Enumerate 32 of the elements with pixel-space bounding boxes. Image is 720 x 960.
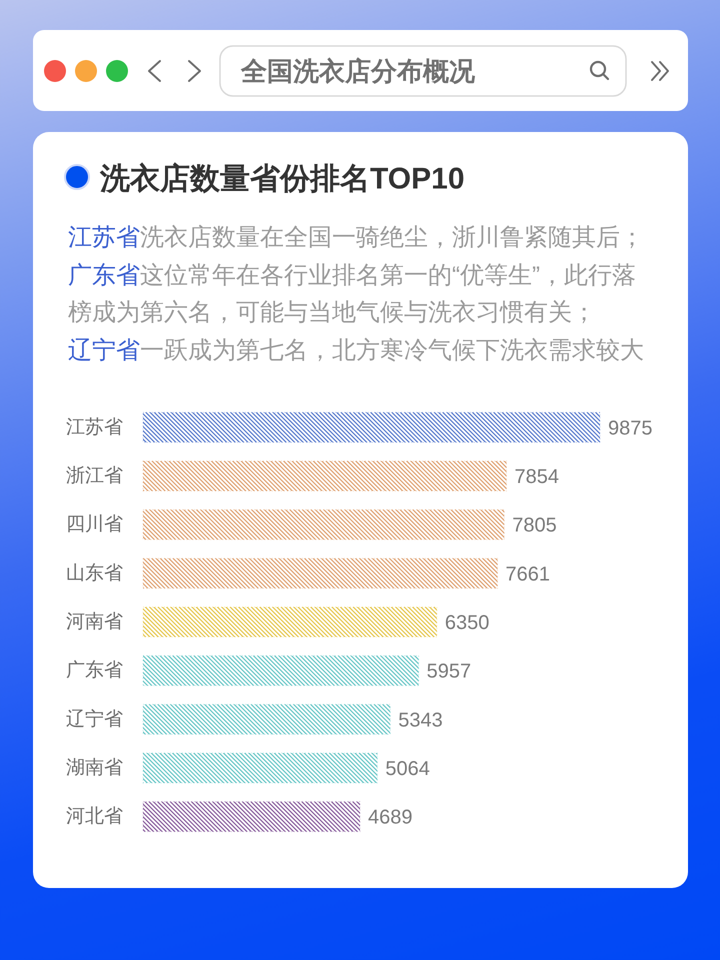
bar [142,655,420,686]
data-label: 5064 [385,758,430,780]
y-tick-label: 湖南省 [66,758,123,778]
data-label: 5957 [426,660,472,683]
chart-subtitle: 洗衣店数量省份排名TOP10 [99,162,464,196]
text: 江苏省洗衣店数量在全国一骑绝尘，浙川鲁紧随其后； [68,224,644,251]
text: 辽宁省一跃成为第七名，北方寒冷气候下洗衣需求较大 [68,336,644,364]
y-tick-label: 浙江省 [66,466,123,486]
bar [142,801,360,832]
y-tick-label: 山东省 [66,562,123,584]
data-label: 5343 [398,709,443,732]
bar [142,460,507,492]
bar [142,558,498,589]
bar [142,752,378,784]
bar [142,412,600,443]
data-label: 7661 [506,563,550,586]
y-tick-label: 辽宁省 [66,708,123,730]
chart-title: 全国洗衣店分布概况 [240,56,476,86]
data-label: 9875 [608,417,652,440]
bar [142,704,391,735]
data-label: 6350 [444,612,490,634]
y-tick-label: 广东省 [66,659,123,682]
data-label: 7854 [514,466,559,488]
y-tick-label: 四川省 [66,514,123,536]
data-label: 7805 [512,514,557,537]
text: 广东省这位常年在各行业排名第一的“优等生”，此行落榜成为第六名，可能与当地气候与洗衣习惯有关； [68,262,636,326]
y-tick-label: 河南省 [66,612,123,632]
data-label: 4689 [368,806,412,829]
y-tick-label: 江苏省 [66,416,123,438]
y-tick-label: 河北省 [66,806,123,828]
bar [142,509,505,540]
bar [142,606,438,638]
